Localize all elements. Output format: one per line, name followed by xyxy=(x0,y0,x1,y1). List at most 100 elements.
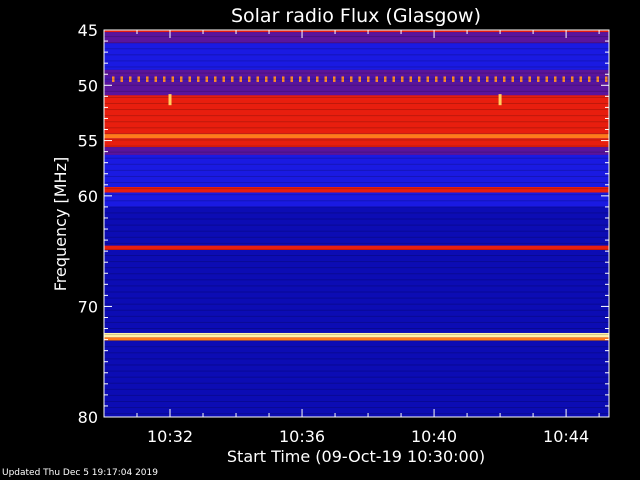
band-dot xyxy=(426,76,429,82)
update-timestamp: Updated Thu Dec 5 19:17:04 2019 xyxy=(2,468,158,478)
band-dot xyxy=(299,76,302,82)
y-tick-label: 70 xyxy=(78,297,98,316)
texture-line xyxy=(104,261,609,263)
texture-line xyxy=(104,358,609,360)
texture-line xyxy=(104,400,609,402)
band-dot xyxy=(605,76,608,82)
frequency-band xyxy=(104,192,609,207)
band-dot xyxy=(324,76,327,82)
frequency-band xyxy=(104,147,609,155)
texture-line xyxy=(104,334,609,336)
y-tick-label: 80 xyxy=(78,408,98,427)
texture-line xyxy=(104,139,609,141)
texture-line xyxy=(104,121,609,123)
band-dot xyxy=(528,76,531,82)
band-dot xyxy=(265,76,268,82)
texture-line xyxy=(104,72,609,74)
band-dot xyxy=(392,76,395,82)
frequency-band xyxy=(104,95,609,134)
texture-line xyxy=(104,36,609,38)
texture-line xyxy=(104,327,609,329)
x-tick-label: 10:44 xyxy=(543,427,589,446)
texture-line xyxy=(104,388,609,390)
burst-mark xyxy=(168,94,172,106)
band-dot xyxy=(596,76,599,82)
band-dot xyxy=(180,76,183,82)
texture-line xyxy=(104,273,609,275)
band-dot xyxy=(231,76,234,82)
x-axis-label: Start Time (09-Oct-19 10:30:00) xyxy=(227,447,485,466)
band-dot xyxy=(477,76,480,82)
frequency-band xyxy=(104,337,609,341)
y-axis-label: Frequency [MHz] xyxy=(51,157,70,291)
texture-line xyxy=(104,163,609,165)
band-dot xyxy=(367,76,370,82)
texture-line xyxy=(104,102,609,104)
texture-line xyxy=(104,48,609,50)
band-dot xyxy=(579,76,582,82)
texture-line xyxy=(104,236,609,238)
band-dot xyxy=(511,76,514,82)
band-dot xyxy=(120,76,123,82)
texture-line xyxy=(104,145,609,147)
texture-line xyxy=(104,230,609,232)
texture-line xyxy=(104,407,609,409)
texture-line xyxy=(104,352,609,354)
burst-mark xyxy=(498,94,502,106)
y-tick-label: 45 xyxy=(78,21,98,40)
texture-line xyxy=(104,175,609,177)
texture-line xyxy=(104,96,609,98)
band-dot xyxy=(248,76,251,82)
band-dot xyxy=(435,76,438,82)
texture-line xyxy=(104,248,609,250)
texture-line xyxy=(104,194,609,196)
band-dot xyxy=(562,76,565,82)
band-dot xyxy=(222,76,225,82)
band-dot xyxy=(112,76,115,82)
band-dot xyxy=(520,76,523,82)
frequency-band xyxy=(104,250,609,333)
band-dot xyxy=(494,76,497,82)
band-dot xyxy=(358,76,361,82)
texture-line xyxy=(104,370,609,372)
x-tick-label: 10:40 xyxy=(411,427,457,446)
frequency-band xyxy=(104,81,609,96)
texture-line xyxy=(104,394,609,396)
texture-line xyxy=(104,182,609,184)
texture-line xyxy=(104,78,609,80)
frequency-band xyxy=(104,133,609,139)
y-tick-label: 60 xyxy=(78,187,98,206)
band-dot xyxy=(452,76,455,82)
band-dot xyxy=(282,76,285,82)
band-dot xyxy=(571,76,574,82)
texture-line xyxy=(104,285,609,287)
frequency-band xyxy=(104,154,609,188)
band-dot xyxy=(469,76,472,82)
texture-line xyxy=(104,364,609,366)
band-dot xyxy=(443,76,446,82)
band-dot xyxy=(154,76,157,82)
texture-line xyxy=(104,218,609,220)
frequency-band xyxy=(104,138,609,148)
texture-line xyxy=(104,169,609,171)
band-dot xyxy=(129,76,132,82)
frequency-band xyxy=(104,76,609,82)
band-dot xyxy=(401,76,404,82)
band-dot xyxy=(554,76,557,82)
band-dot xyxy=(503,76,506,82)
band-dot xyxy=(256,76,259,82)
x-axis: 10:32 10:36 10:40 10:44 xyxy=(103,30,600,446)
band-dot xyxy=(137,76,140,82)
band-dot xyxy=(205,76,208,82)
frequency-band xyxy=(104,69,609,77)
texture-line xyxy=(104,315,609,317)
frequency-bands xyxy=(104,30,609,417)
band-dot xyxy=(290,76,293,82)
x-tick-label: 10:32 xyxy=(147,427,193,446)
texture-line xyxy=(104,291,609,293)
band-dot xyxy=(545,76,548,82)
band-dot xyxy=(409,76,412,82)
band-dot xyxy=(273,76,276,82)
band-dot xyxy=(171,76,174,82)
